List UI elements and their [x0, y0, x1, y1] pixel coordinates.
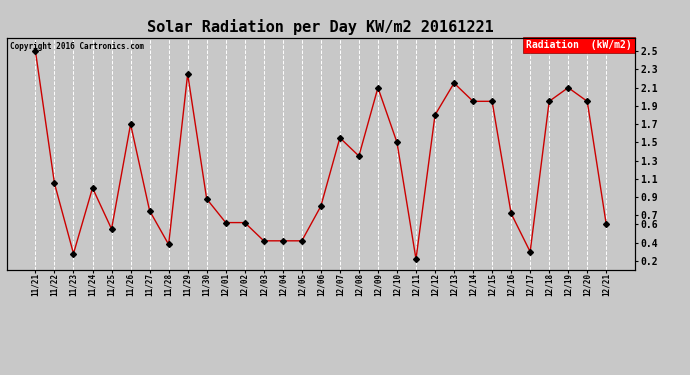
Title: Solar Radiation per Day KW/m2 20161221: Solar Radiation per Day KW/m2 20161221: [148, 19, 494, 35]
Text: Radiation  (kW/m2): Radiation (kW/m2): [526, 40, 632, 50]
Text: Copyright 2016 Cartronics.com: Copyright 2016 Cartronics.com: [10, 42, 144, 51]
